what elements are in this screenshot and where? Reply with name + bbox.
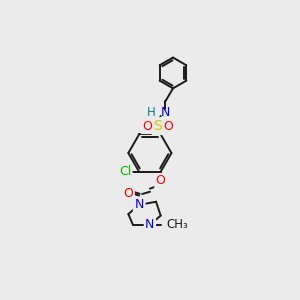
Text: N: N <box>161 106 170 119</box>
Text: N: N <box>134 198 144 211</box>
Text: Cl: Cl <box>119 165 131 178</box>
Text: O: O <box>164 120 173 133</box>
Text: S: S <box>153 119 162 133</box>
Text: N: N <box>134 198 144 211</box>
Text: O: O <box>156 175 166 188</box>
Text: H: H <box>147 106 156 119</box>
Text: N: N <box>145 218 154 231</box>
Text: O: O <box>123 187 133 200</box>
Text: CH₃: CH₃ <box>167 218 189 231</box>
Text: O: O <box>142 120 152 133</box>
